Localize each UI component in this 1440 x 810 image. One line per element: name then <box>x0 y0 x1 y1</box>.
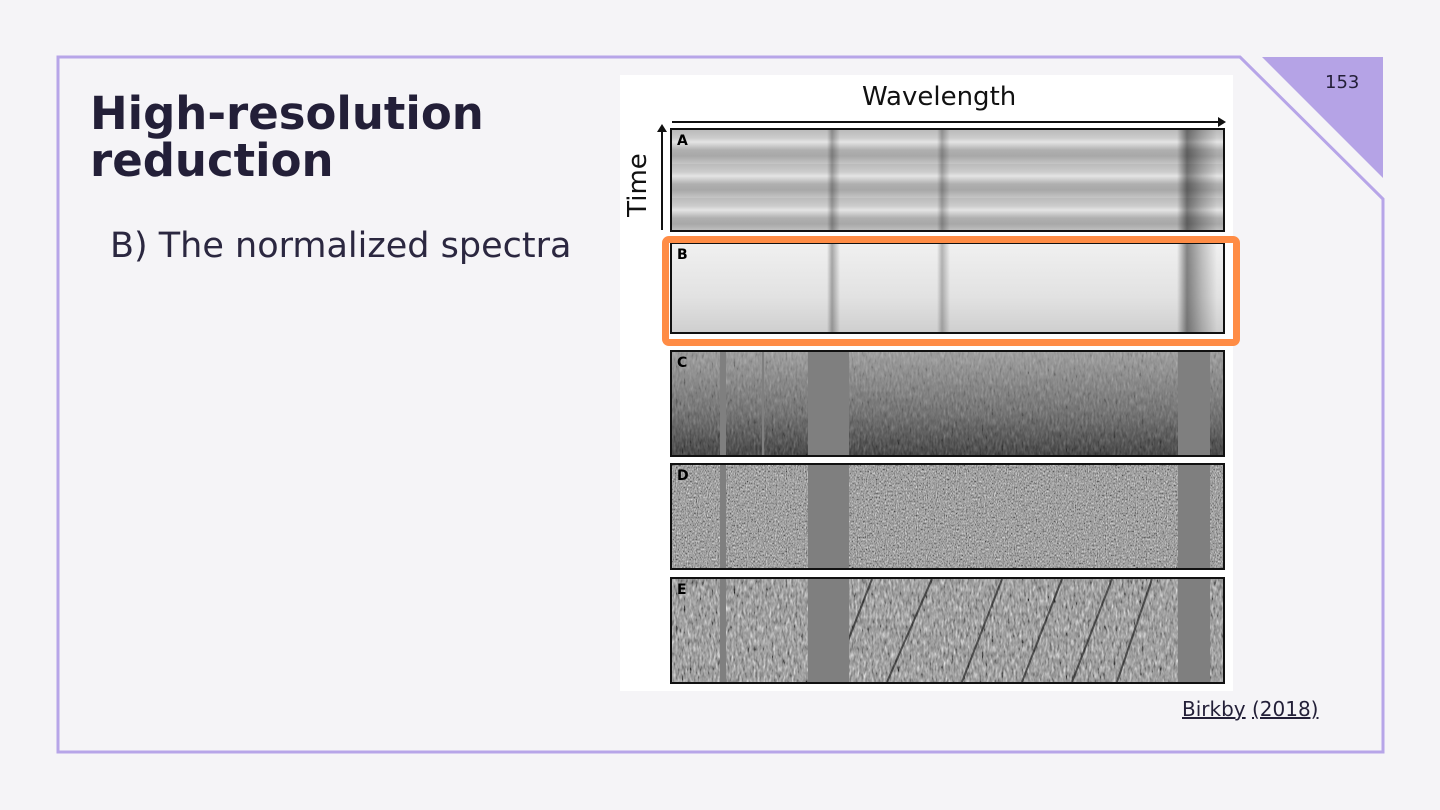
citation-author-link[interactable]: Birkby <box>1182 697 1246 721</box>
panel-a: A <box>670 128 1225 232</box>
panel-d: D <box>670 463 1225 570</box>
corner-triangle <box>1262 57 1383 178</box>
time-label: Time <box>622 153 653 217</box>
citation-year-link[interactable]: (2018) <box>1251 697 1319 721</box>
panel-b: B <box>670 242 1225 334</box>
panel-c: C <box>670 350 1225 457</box>
wavelength-label: Wavelength <box>862 82 1017 112</box>
citation[interactable]: Birkby (2018) <box>1182 697 1319 721</box>
panel-e: E <box>670 577 1225 684</box>
axis-arrows <box>657 117 1226 230</box>
bullet-text: B) The normalized spectra <box>110 226 572 266</box>
slide-title: High-resolution reduction <box>90 87 484 187</box>
highlight-box-panel-b <box>662 236 1240 346</box>
page-number: 153 <box>1325 72 1360 93</box>
